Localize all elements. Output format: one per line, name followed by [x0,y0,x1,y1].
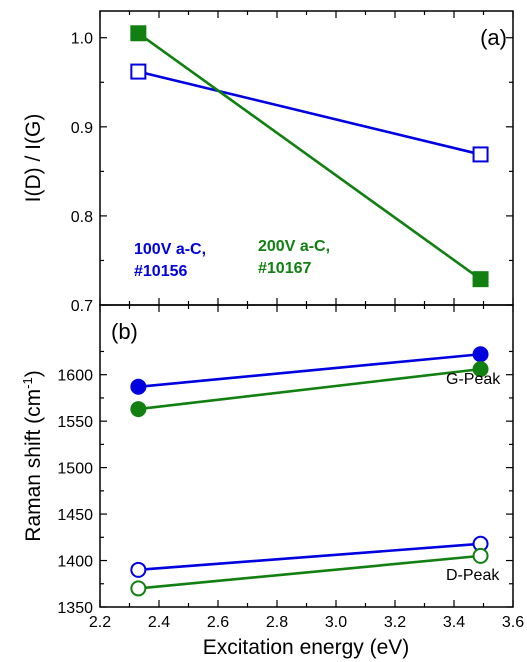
panel-b-series-3-point [130,580,147,597]
x-tick-labels: 2.2 2.4 2.6 2.8 3.0 3.2 3.4 3.6 [89,614,524,631]
panel-b-y-tick-label: 1600 [57,368,93,385]
x-tick-label: 2.6 [207,614,229,631]
panel-b-ylabel: Raman shift (cm-1) [20,370,45,541]
panel-b-y-tick-label: 1450 [57,507,93,524]
annotation-100v-line2: #10156 [134,263,187,280]
x-axis-label: Excitation energy (eV) [203,636,410,659]
panel-a-ylabel: I(D) / I(G) [22,114,45,203]
x-tick-label: 3.2 [384,614,406,631]
annotation-200v-line2: #10167 [258,260,311,277]
panel-a-series-1-point [472,271,489,288]
panel-b-y-tick-label: 1400 [57,554,93,571]
panel-b-series-2-line [138,542,481,572]
x-tick-label: 2.2 [89,614,111,631]
panel-a-series-0-point [472,146,489,163]
panel-b-series-1-point [472,361,489,378]
panel-a-label: (a) [480,25,507,50]
panel-a-y-tick-label: 1.0 [71,31,93,48]
panel-b-series-2-point [130,561,147,578]
panel-b-ylabel-end: ) [22,370,45,377]
panel-b-y-tick-label: 1500 [57,461,93,478]
annotation-200v-line1: 200V a-C, [258,238,330,255]
panel-b-y-tick-label: 1550 [57,414,93,431]
panel-b-series-0-point [472,346,489,363]
panel-b: 1350 1400 1450 1500 1550 1600 (b) Raman shift… [20,304,514,617]
panel-a-y-tick-label: 0.9 [71,120,93,137]
panel-b-y-tick-label: 1350 [57,600,93,617]
panel-b-series [130,346,489,597]
panel-a-series-1-point [130,25,147,42]
panel-b-series-1-line [138,367,481,411]
panel-b-ticks: 1350 1400 1450 1500 1550 1600 [57,305,514,617]
x-tick-label: 2.4 [148,614,170,631]
annotation-d-peak: D-Peak [446,567,500,584]
x-tick-label: 3.0 [325,614,347,631]
panel-b-ylabel-main: Raman shift (cm [22,389,45,542]
x-tick-label: 3.4 [443,614,465,631]
annotation-100v-line1: 100V a-C, [134,241,206,258]
x-tick-label: 2.8 [266,614,288,631]
panel-a-series [130,25,489,288]
panel-a-ticks: 0.7 0.8 0.9 1.0 [71,11,514,315]
panel-a-y-tick-label: 0.7 [71,298,93,315]
panel-b-series-0-line [138,352,481,389]
panel-a-series-0-point [130,63,147,80]
panel-b-series-3-point [472,547,489,564]
annotation-g-peak: G-Peak [446,371,501,388]
panel-a: 0.7 0.8 0.9 1.0 (a) I(D) / I(G) 100V a-C, #… [22,10,514,315]
x-tick-label: 3.6 [502,614,524,631]
panel-b-ylabel-sup: -1 [20,377,35,389]
panel-b-series-0-point [130,378,147,395]
panel-b-series-3-line [138,554,481,590]
panel-a-series-1-line [137,32,482,281]
panel-a-y-tick-label: 0.8 [71,209,93,226]
panel-b-label: (b) [111,319,138,344]
panel-b-series-1-point [130,401,147,418]
panel-a-series-0-line [138,70,481,156]
